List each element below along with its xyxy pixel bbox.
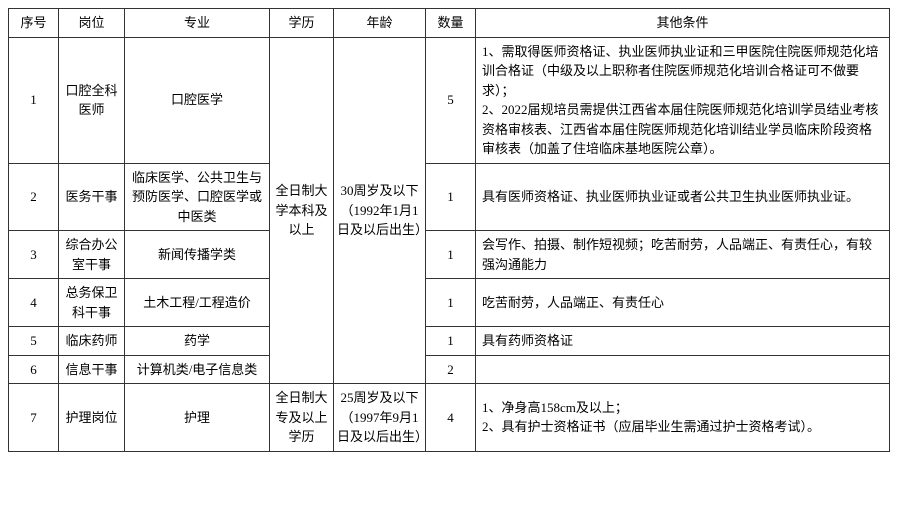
table-row: 3 综合办公室干事 新闻传播学类 1 会写作、拍摄、制作短视频；吃苦耐劳，人品端…	[9, 231, 890, 279]
cell-seq: 4	[9, 279, 59, 327]
cell-major: 口腔医学	[125, 37, 270, 163]
cell-major: 药学	[125, 327, 270, 356]
cell-qty: 1	[426, 163, 476, 231]
cell-major: 土木工程/工程造价	[125, 279, 270, 327]
cell-edu: 全日制大专及以上学历	[270, 384, 334, 452]
cell-other: 1、净身高158cm及以上；2、具有护士资格证书（应届毕业生需通过护士资格考试）…	[476, 384, 890, 452]
cell-other: 吃苦耐劳，人品端正、有责任心	[476, 279, 890, 327]
cell-post: 护理岗位	[59, 384, 125, 452]
cell-seq: 7	[9, 384, 59, 452]
cell-age: 25周岁及以下（1997年9月1日及以后出生）	[334, 384, 426, 452]
cell-other: 具有医师资格证、执业医师执业证或者公共卫生执业医师执业证。	[476, 163, 890, 231]
header-edu: 学历	[270, 9, 334, 38]
table-header-row: 序号 岗位 专业 学历 年龄 数量 其他条件	[9, 9, 890, 38]
cell-qty: 1	[426, 231, 476, 279]
cell-major: 临床医学、公共卫生与预防医学、口腔医学或中医类	[125, 163, 270, 231]
header-age: 年龄	[334, 9, 426, 38]
cell-other: 1、需取得医师资格证、执业医师执业证和三甲医院住院医师规范化培训合格证（中级及以…	[476, 37, 890, 163]
header-qty: 数量	[426, 9, 476, 38]
cell-other: 会写作、拍摄、制作短视频；吃苦耐劳，人品端正、有责任心，有较强沟通能力	[476, 231, 890, 279]
table-row: 5 临床药师 药学 1 具有药师资格证	[9, 327, 890, 356]
cell-major: 计算机类/电子信息类	[125, 355, 270, 384]
cell-other: 具有药师资格证	[476, 327, 890, 356]
cell-age: 30周岁及以下（1992年1月1日及以后出生）	[334, 37, 426, 384]
table-row: 6 信息干事 计算机类/电子信息类 2	[9, 355, 890, 384]
header-seq: 序号	[9, 9, 59, 38]
cell-post: 信息干事	[59, 355, 125, 384]
table-row: 1 口腔全科医师 口腔医学 全日制大学本科及以上 30周岁及以下（1992年1月…	[9, 37, 890, 163]
cell-major: 护理	[125, 384, 270, 452]
cell-other	[476, 355, 890, 384]
cell-seq: 1	[9, 37, 59, 163]
header-other: 其他条件	[476, 9, 890, 38]
table-row: 7 护理岗位 护理 全日制大专及以上学历 25周岁及以下（1997年9月1日及以…	[9, 384, 890, 452]
cell-post: 综合办公室干事	[59, 231, 125, 279]
cell-seq: 5	[9, 327, 59, 356]
cell-seq: 6	[9, 355, 59, 384]
cell-major: 新闻传播学类	[125, 231, 270, 279]
cell-qty: 2	[426, 355, 476, 384]
header-post: 岗位	[59, 9, 125, 38]
table-row: 2 医务干事 临床医学、公共卫生与预防医学、口腔医学或中医类 1 具有医师资格证…	[9, 163, 890, 231]
cell-qty: 5	[426, 37, 476, 163]
cell-seq: 3	[9, 231, 59, 279]
header-major: 专业	[125, 9, 270, 38]
recruitment-table: 序号 岗位 专业 学历 年龄 数量 其他条件 1 口腔全科医师 口腔医学 全日制…	[8, 8, 890, 452]
cell-post: 医务干事	[59, 163, 125, 231]
cell-qty: 1	[426, 327, 476, 356]
cell-post: 总务保卫科干事	[59, 279, 125, 327]
cell-post: 临床药师	[59, 327, 125, 356]
cell-seq: 2	[9, 163, 59, 231]
cell-edu: 全日制大学本科及以上	[270, 37, 334, 384]
table-row: 4 总务保卫科干事 土木工程/工程造价 1 吃苦耐劳，人品端正、有责任心	[9, 279, 890, 327]
cell-qty: 4	[426, 384, 476, 452]
cell-post: 口腔全科医师	[59, 37, 125, 163]
cell-qty: 1	[426, 279, 476, 327]
